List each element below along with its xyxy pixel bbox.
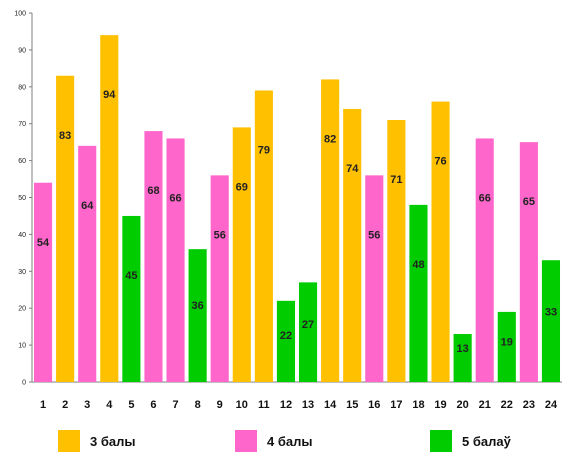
data-label: 13 (457, 343, 469, 355)
legend-label-5-balau: 5 балаў (462, 433, 511, 449)
x-tick-label: 2 (62, 399, 68, 411)
data-label: 66 (479, 193, 491, 205)
bar (343, 108, 362, 382)
data-label: 79 (258, 145, 270, 157)
legend-swatch-5-balau (430, 430, 452, 452)
x-tick-labels: 1 2 3 4 5 6 7 8 9 10 11 12 13 14 15 16 17 18 19 20 21 22 23 24 (40, 399, 558, 411)
legend-item-5-balau: 5 балаў (430, 430, 511, 452)
data-label: 82 (324, 133, 336, 145)
bar (387, 120, 406, 382)
bar (100, 35, 119, 382)
bar (409, 204, 428, 382)
x-tick-label: 20 (457, 399, 469, 411)
data-label: 22 (280, 330, 292, 342)
legend-label-3-baly: 3 балы (90, 433, 136, 449)
x-tick-label: 13 (302, 399, 314, 411)
data-label: 64 (81, 200, 94, 212)
bar (541, 260, 561, 382)
x-tick-label: 4 (106, 399, 113, 411)
bar (321, 79, 340, 383)
data-label: 69 (236, 181, 248, 193)
x-tick-label: 24 (545, 399, 558, 411)
x-tick-label: 15 (346, 399, 358, 411)
bar (365, 175, 384, 382)
y-tick-label: 90 (18, 47, 26, 54)
bar (232, 127, 251, 382)
x-tick-label: 22 (501, 399, 513, 411)
legend-item-3-baly: 3 балы (58, 430, 135, 452)
y-tick-label: 80 (18, 84, 26, 91)
x-tick-label: 8 (195, 399, 201, 411)
bar (497, 311, 516, 382)
y-tick-label: 70 (18, 121, 26, 128)
x-tick-label: 3 (84, 399, 90, 411)
legend-label-4-baly: 4 балы (267, 433, 313, 449)
x-tick-label: 14 (324, 399, 337, 411)
data-label: 54 (37, 237, 50, 249)
bar (122, 215, 141, 382)
data-label: 76 (434, 156, 446, 168)
bar (276, 300, 296, 382)
x-tick-label: 12 (280, 399, 292, 411)
x-tick-label: 17 (390, 399, 402, 411)
x-tick-label: 18 (412, 399, 424, 411)
bars (33, 35, 561, 383)
data-label: 66 (169, 193, 181, 205)
x-tick-label: 10 (236, 399, 248, 411)
bar (519, 142, 538, 382)
bar (78, 145, 97, 382)
axes (29, 12, 562, 383)
bar (475, 138, 494, 382)
data-label: 56 (368, 229, 380, 241)
y-tick-label: 0 (22, 380, 26, 387)
y-tick-label: 40 (18, 232, 26, 239)
data-label: 36 (192, 300, 204, 312)
x-tick-label: 21 (479, 399, 491, 411)
data-label: 56 (214, 229, 226, 241)
data-label: 33 (545, 306, 557, 318)
x-tick-label: 23 (523, 399, 535, 411)
bar (453, 334, 472, 382)
legend-swatch-4-baly (235, 430, 257, 452)
x-tick-label: 7 (172, 399, 178, 411)
bar (56, 75, 75, 382)
data-labels: 54 83 64 94 45 68 66 36 56 69 79 22 27 82 74 56 71 48 76 13… (37, 89, 557, 355)
x-tick-label: 16 (368, 399, 380, 411)
legend-swatch-3-baly (58, 430, 80, 452)
data-label: 19 (501, 336, 513, 348)
data-label: 83 (59, 130, 71, 142)
y-tick-label: 60 (18, 158, 26, 165)
data-label: 94 (103, 89, 116, 101)
data-label: 27 (302, 319, 314, 331)
x-tick-label: 11 (258, 399, 270, 411)
x-tick-label: 19 (434, 399, 446, 411)
legend-item-4-baly: 4 балы (235, 430, 312, 452)
bar (166, 138, 185, 382)
data-label: 68 (147, 185, 159, 197)
y-tick-label: 30 (18, 269, 26, 276)
data-label: 65 (523, 196, 535, 208)
x-tick-label: 6 (150, 399, 156, 411)
x-tick-label: 1 (40, 399, 46, 411)
y-tick-label: 20 (18, 306, 26, 313)
bar (298, 282, 318, 382)
bar (210, 175, 229, 382)
bar (144, 131, 163, 382)
x-tick-label: 5 (128, 399, 134, 411)
data-label: 71 (390, 174, 402, 186)
x-tick-label: 9 (217, 399, 223, 411)
bar (431, 101, 450, 382)
data-label: 74 (346, 163, 359, 175)
bar (33, 182, 53, 382)
y-tick-label: 100 (14, 11, 26, 18)
data-label: 48 (412, 259, 424, 271)
y-tick-label: 10 (18, 343, 26, 350)
data-label: 45 (125, 270, 137, 282)
y-tick-labels: 0 10 20 30 40 50 60 70 80 90 100 (14, 11, 26, 387)
bar (188, 249, 207, 382)
bar (254, 90, 273, 383)
y-tick-label: 50 (18, 195, 26, 202)
